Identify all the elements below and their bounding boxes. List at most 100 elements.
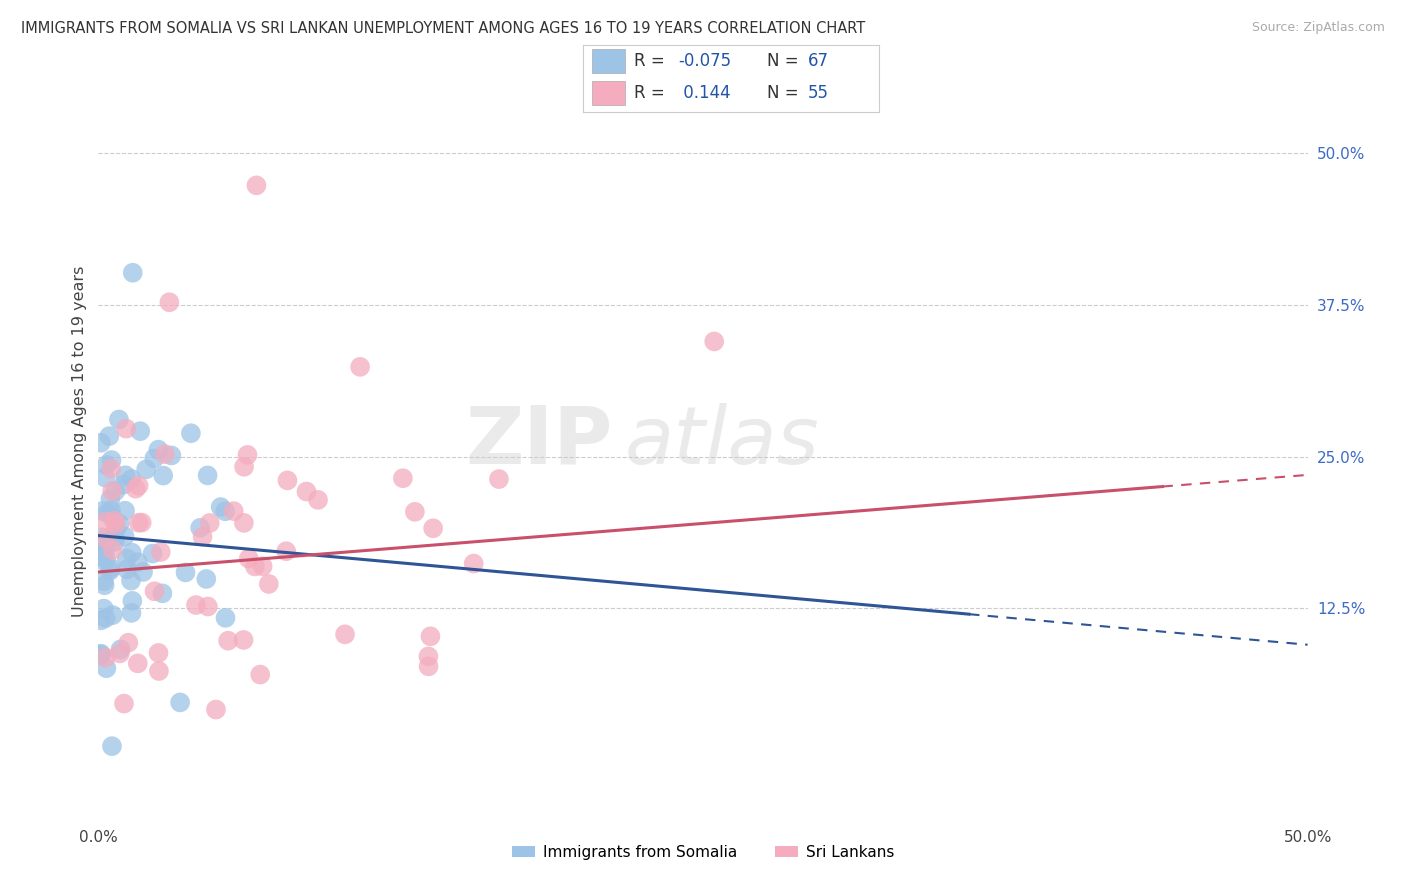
Point <box>128 478 150 492</box>
Point <box>236 448 259 462</box>
Point <box>90 648 112 662</box>
Point <box>295 484 318 499</box>
Point <box>110 642 132 657</box>
Point <box>180 426 202 441</box>
Point <box>100 491 122 506</box>
Point <box>157 295 180 310</box>
Point <box>108 516 131 531</box>
Point <box>112 477 135 491</box>
Point <box>129 424 152 438</box>
Point <box>148 664 170 678</box>
Point <box>333 627 356 641</box>
Point <box>112 697 135 711</box>
Point <box>245 178 267 193</box>
Point <box>90 549 112 563</box>
Point <box>98 429 121 443</box>
Text: 67: 67 <box>808 53 830 70</box>
Point <box>217 633 239 648</box>
Point <box>143 451 166 466</box>
Point <box>104 484 127 499</box>
Point <box>135 462 157 476</box>
Point <box>94 535 117 549</box>
Point <box>214 504 236 518</box>
Point <box>125 482 148 496</box>
Point <box>141 547 163 561</box>
Point <box>114 468 136 483</box>
Point <box>94 552 117 566</box>
Point <box>243 559 266 574</box>
Point <box>198 516 221 530</box>
Point <box>703 334 725 349</box>
Point <box>100 453 122 467</box>
Point <box>108 412 131 426</box>
Point <box>232 516 254 530</box>
Text: R =: R = <box>634 53 669 70</box>
Point <box>90 530 112 544</box>
Text: N =: N = <box>766 53 803 70</box>
Point <box>101 543 124 558</box>
Point <box>94 650 117 665</box>
Point <box>149 545 172 559</box>
Point <box>90 545 112 559</box>
Point <box>100 503 122 517</box>
Point <box>233 459 256 474</box>
Point <box>101 739 124 753</box>
Point <box>96 506 118 520</box>
Point <box>191 530 214 544</box>
Point <box>101 484 124 499</box>
Point <box>90 613 112 627</box>
Point <box>252 559 274 574</box>
Point <box>188 521 211 535</box>
Point <box>93 578 115 592</box>
Point <box>195 572 218 586</box>
Point <box>197 599 219 614</box>
Y-axis label: Unemployment Among Ages 16 to 19 years: Unemployment Among Ages 16 to 19 years <box>72 266 87 617</box>
Point <box>422 521 444 535</box>
Point <box>404 505 426 519</box>
Point <box>91 553 114 567</box>
Point <box>222 504 245 518</box>
Point <box>120 574 142 588</box>
Point <box>205 702 228 716</box>
Point <box>174 566 197 580</box>
Point <box>93 601 115 615</box>
Point <box>238 551 260 566</box>
Point <box>209 500 232 514</box>
Point <box>115 551 138 566</box>
Point <box>276 474 298 488</box>
Point <box>153 447 176 461</box>
Point <box>127 657 149 671</box>
Point <box>96 458 118 472</box>
Point <box>463 557 485 571</box>
Point <box>98 564 121 578</box>
Text: -0.075: -0.075 <box>678 53 731 70</box>
Point <box>132 565 155 579</box>
Point <box>115 562 138 576</box>
Point <box>418 649 440 664</box>
Point <box>152 468 174 483</box>
Text: IMMIGRANTS FROM SOMALIA VS SRI LANKAN UNEMPLOYMENT AMONG AGES 16 TO 19 YEARS COR: IMMIGRANTS FROM SOMALIA VS SRI LANKAN UN… <box>21 21 865 36</box>
Point <box>184 598 207 612</box>
Point <box>160 449 183 463</box>
Point <box>418 659 440 673</box>
Text: R =: R = <box>634 85 675 103</box>
Point <box>148 442 170 457</box>
Point <box>103 530 125 544</box>
Point <box>128 516 150 530</box>
Point <box>143 584 166 599</box>
Point <box>104 534 127 549</box>
Point <box>307 492 329 507</box>
Point <box>152 586 174 600</box>
Point <box>121 472 143 486</box>
Legend: Immigrants from Somalia, Sri Lankans: Immigrants from Somalia, Sri Lankans <box>506 838 900 866</box>
Point <box>276 544 298 558</box>
Point <box>419 629 441 643</box>
Point <box>148 646 170 660</box>
Point <box>214 611 236 625</box>
Text: N =: N = <box>766 85 803 103</box>
Point <box>94 470 117 484</box>
Point <box>232 632 254 647</box>
Point <box>101 608 124 623</box>
Point <box>169 695 191 709</box>
Point <box>93 545 115 559</box>
